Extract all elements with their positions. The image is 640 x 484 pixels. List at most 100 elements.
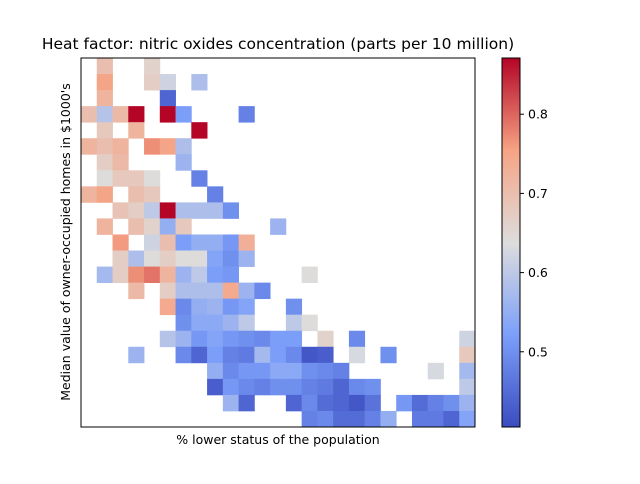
- heatmap-cell: [191, 346, 208, 364]
- heatmap-cell: [459, 378, 476, 396]
- heatmap-cell: [128, 346, 145, 364]
- heatmap-cell: [222, 346, 239, 364]
- heatmap-cell: [191, 234, 208, 251]
- heatmap-cell: [191, 266, 208, 284]
- heatmap-cell: [81, 186, 98, 203]
- heatmap-cell: [175, 154, 192, 171]
- heatmap-cell: [96, 74, 113, 91]
- heatmap-cell: [207, 202, 224, 219]
- colorbar-frame: [501, 57, 521, 428]
- heatmap-cell: [191, 314, 208, 332]
- heatmap-cell: [159, 202, 176, 219]
- heatmap-cell: [112, 106, 129, 123]
- heatmap-cell: [285, 298, 303, 316]
- heatmap-cell: [348, 378, 366, 396]
- heatmap-cell: [112, 170, 129, 187]
- heatmap-cell: [112, 234, 129, 251]
- heatmap-cell: [96, 58, 113, 75]
- heatmap-cell: [317, 394, 334, 412]
- heatmap-cell: [144, 58, 161, 75]
- heatmap-cell: [191, 170, 208, 187]
- heatmap-cell: [333, 394, 350, 412]
- heatmap-cell: [285, 378, 303, 396]
- heatmap-cell: [175, 346, 192, 364]
- heatmap-cell: [222, 394, 239, 412]
- heatmap-cell: [144, 186, 161, 203]
- heatmap-cell: [301, 346, 318, 364]
- heatmap-cell: [96, 138, 113, 155]
- heatmap-cell: [175, 202, 192, 219]
- heatmap-cell: [159, 266, 176, 284]
- colorbar-tick-label: 0.5: [528, 344, 548, 359]
- heatmap-cell: [96, 170, 113, 187]
- heatmap-cell: [144, 218, 161, 235]
- heatmap-cell: [317, 362, 334, 380]
- heatmap-cell: [301, 378, 318, 396]
- heatmap-cell: [285, 330, 303, 348]
- heatmap-cell: [112, 266, 129, 284]
- heatmap-cell: [128, 122, 145, 139]
- heatmap-cell: [96, 122, 113, 139]
- heatmap-cell: [238, 346, 255, 364]
- heatmap-cell: [238, 282, 255, 300]
- heatmap-cell: [301, 266, 318, 284]
- heatmap-cell: [144, 250, 161, 267]
- heatmap-cell: [459, 410, 476, 428]
- heatmap-cell: [112, 250, 129, 267]
- heatmap-cell: [238, 394, 255, 412]
- heatmap-cell: [348, 346, 366, 364]
- heatmap-cell: [207, 378, 224, 396]
- chart-title: Heat factor: nitric oxides concentration…: [42, 35, 514, 53]
- heatmap-cell: [443, 394, 460, 412]
- heatmap-cell: [175, 106, 192, 123]
- heatmap-cell: [191, 202, 208, 219]
- heatmap-cell: [128, 250, 145, 267]
- heatmap-cell: [159, 298, 176, 316]
- heatmap-cell: [207, 282, 224, 300]
- heatmap-cell: [270, 218, 287, 235]
- heatmap-cell: [459, 330, 476, 348]
- heatmap-cell: [112, 202, 129, 219]
- heatmap-cell: [364, 410, 381, 428]
- heatmap-cell: [222, 266, 239, 284]
- heatmap-cell: [317, 410, 334, 428]
- heatmap-cell: [128, 202, 145, 219]
- heatmap-cell: [254, 378, 271, 396]
- heatmap-cell: [159, 250, 176, 267]
- heatmap-cell: [207, 266, 224, 284]
- heatmap-cell: [96, 106, 113, 123]
- heatmap-cell: [427, 394, 444, 412]
- heatmap-cell: [222, 234, 239, 251]
- heatmap-cell: [207, 250, 224, 267]
- heatmap-cell: [191, 330, 208, 348]
- heatmap-cell: [364, 394, 381, 412]
- heatmap-cell: [159, 218, 176, 235]
- heatmap-cell: [128, 186, 145, 203]
- heatmap-cell: [96, 218, 113, 235]
- heatmap-cell: [270, 330, 287, 348]
- heatmap-cell: [159, 282, 176, 300]
- heatmap-cell: [96, 266, 113, 284]
- heatmap-cell: [222, 250, 239, 267]
- heatmap-cell: [459, 346, 476, 364]
- heatmap-cell: [317, 330, 334, 348]
- heatmap-cell: [175, 234, 192, 251]
- heatmap-cell: [112, 154, 129, 171]
- heatmap-cell: [175, 298, 192, 316]
- heatmap-cell: [144, 138, 161, 155]
- heatmap-cell: [222, 330, 239, 348]
- heatmap-cell: [175, 266, 192, 284]
- heatmap-cell: [128, 282, 145, 300]
- heatmap-cell: [348, 394, 366, 412]
- heatmap-cell: [238, 234, 255, 251]
- heatmap-cell: [159, 330, 176, 348]
- heatmap-cell: [207, 234, 224, 251]
- y-axis-label: Median value of owner-occupied homes in …: [58, 83, 73, 400]
- colorbar-tick-label: 0.7: [528, 186, 548, 201]
- heatmap-cell: [222, 378, 239, 396]
- heatmap-cell: [348, 330, 366, 348]
- heatmap-cell: [317, 346, 334, 364]
- heatmap-cell: [144, 74, 161, 91]
- heatmap-cell: [270, 346, 287, 364]
